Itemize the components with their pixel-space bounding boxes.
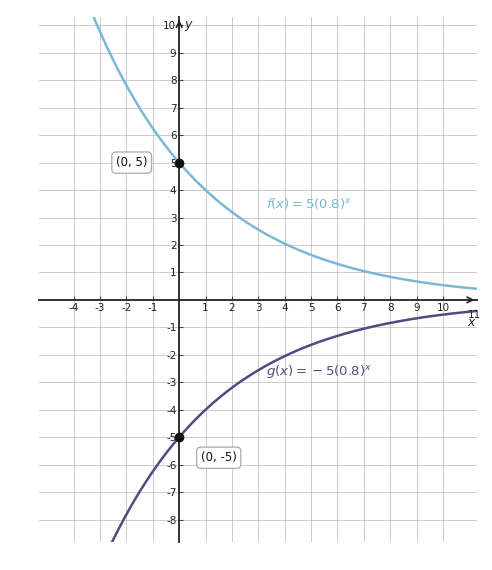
Text: $g(x)=-5(0.8)^x$: $g(x)=-5(0.8)^x$ bbox=[266, 363, 372, 380]
Text: x: x bbox=[467, 316, 475, 329]
Text: 11: 11 bbox=[468, 310, 481, 320]
Text: (0, -5): (0, -5) bbox=[201, 451, 237, 464]
Text: (0, 5): (0, 5) bbox=[116, 156, 148, 169]
Text: $f(x)=5(0.8)^x$: $f(x)=5(0.8)^x$ bbox=[266, 196, 352, 211]
Text: y: y bbox=[184, 18, 192, 31]
